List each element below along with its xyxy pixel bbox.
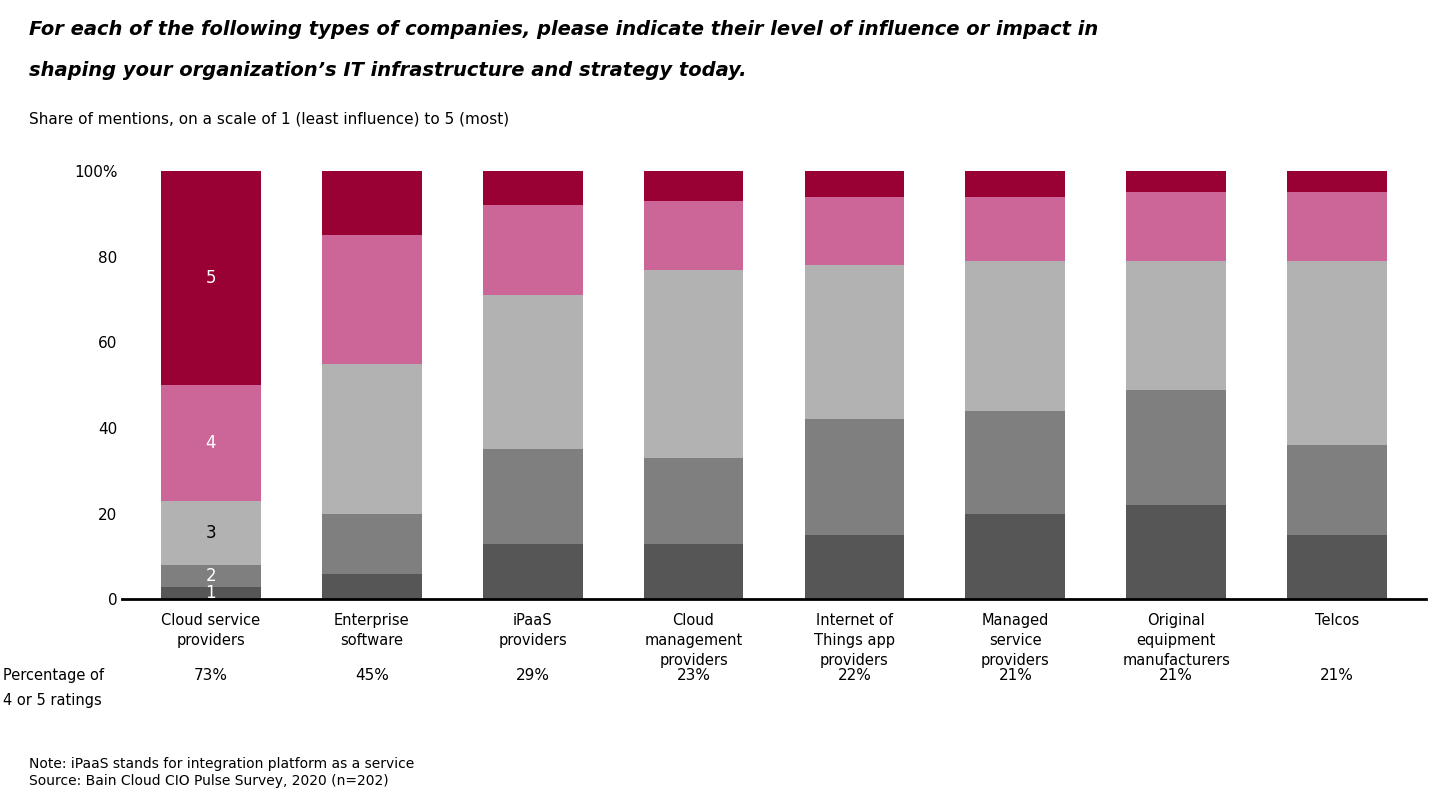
Bar	[805, 266, 904, 420]
Bar	[644, 270, 743, 458]
Bar	[965, 261, 1066, 411]
Bar	[1126, 171, 1225, 193]
Bar	[1287, 193, 1387, 261]
Text: 3: 3	[206, 524, 216, 542]
Text: 2: 2	[206, 567, 216, 585]
Bar	[482, 450, 583, 544]
Bar	[161, 501, 261, 565]
Bar	[482, 171, 583, 205]
Bar	[805, 535, 904, 599]
Text: 73%: 73%	[194, 668, 228, 684]
Bar	[1126, 505, 1225, 599]
Bar	[161, 586, 261, 599]
Bar	[644, 171, 743, 201]
Bar	[161, 565, 261, 586]
Bar	[805, 171, 904, 197]
Text: 5: 5	[206, 269, 216, 287]
Bar	[161, 386, 261, 501]
Text: 4 or 5 ratings: 4 or 5 ratings	[3, 693, 102, 708]
Bar	[644, 201, 743, 270]
Text: 29%: 29%	[516, 668, 550, 684]
Bar	[1287, 535, 1387, 599]
Text: 4: 4	[206, 434, 216, 452]
Text: 22%: 22%	[838, 668, 871, 684]
Bar	[323, 514, 422, 573]
Text: For each of the following types of companies, please indicate their level of inf: For each of the following types of compa…	[29, 20, 1099, 39]
Bar	[1287, 261, 1387, 446]
Bar	[323, 364, 422, 514]
Bar	[161, 171, 261, 386]
Bar	[1126, 261, 1225, 390]
Bar	[1287, 446, 1387, 535]
Bar	[1126, 193, 1225, 261]
Bar	[644, 544, 743, 599]
Text: Percentage of: Percentage of	[3, 668, 104, 684]
Bar	[965, 514, 1066, 599]
Bar	[965, 197, 1066, 261]
Bar	[644, 458, 743, 544]
Text: Share of mentions, on a scale of 1 (least influence) to 5 (most): Share of mentions, on a scale of 1 (leas…	[29, 112, 508, 127]
Bar	[482, 205, 583, 296]
Bar	[965, 171, 1066, 197]
Bar	[482, 544, 583, 599]
Bar	[482, 296, 583, 450]
Bar	[965, 411, 1066, 514]
Bar	[1287, 171, 1387, 193]
Text: 21%: 21%	[998, 668, 1032, 684]
Text: 21%: 21%	[1159, 668, 1194, 684]
Text: 45%: 45%	[354, 668, 389, 684]
Bar	[323, 235, 422, 364]
Bar	[805, 197, 904, 266]
Bar	[805, 420, 904, 535]
Bar	[1126, 390, 1225, 505]
Text: Note: iPaaS stands for integration platform as a service
Source: Bain Cloud CIO : Note: iPaaS stands for integration platf…	[29, 757, 415, 787]
Text: 21%: 21%	[1320, 668, 1354, 684]
Text: 23%: 23%	[677, 668, 710, 684]
Bar	[323, 573, 422, 599]
Bar	[323, 171, 422, 235]
Text: 1: 1	[206, 584, 216, 602]
Text: shaping your organization’s IT infrastructure and strategy today.: shaping your organization’s IT infrastru…	[29, 61, 746, 79]
